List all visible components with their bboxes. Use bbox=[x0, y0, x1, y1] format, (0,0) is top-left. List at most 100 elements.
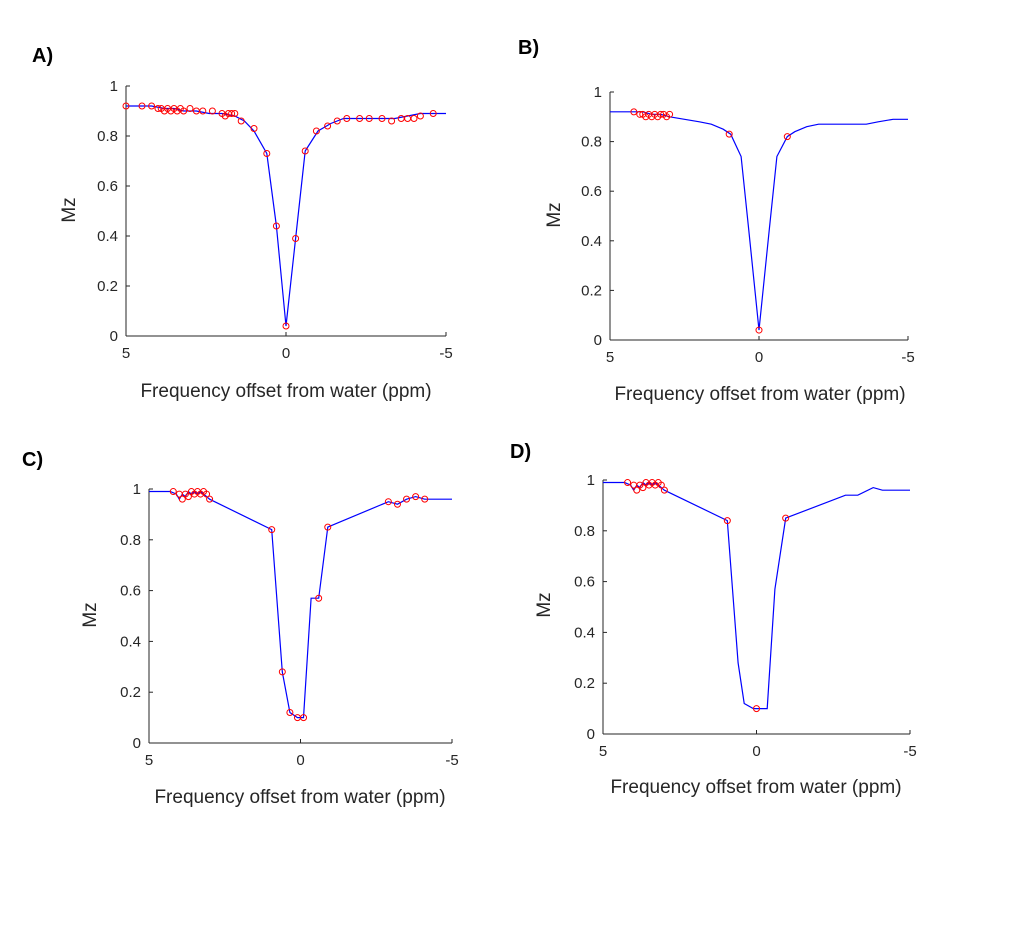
data-point bbox=[388, 117, 396, 125]
data-point bbox=[231, 110, 239, 117]
y-axis-label: Mz bbox=[534, 592, 555, 617]
x-tick-label: 5 bbox=[122, 345, 130, 362]
data-point bbox=[184, 493, 192, 501]
data-point bbox=[753, 705, 760, 713]
data-point bbox=[356, 115, 364, 122]
data-point bbox=[410, 115, 418, 122]
y-tick-label: 0.6 bbox=[120, 583, 141, 600]
panel-d: D) Frequency offset from water (ppm) Mz … bbox=[510, 441, 917, 798]
data-point bbox=[237, 117, 245, 125]
y-tick-label: 0.8 bbox=[574, 523, 595, 540]
data-point bbox=[148, 102, 156, 110]
data-point bbox=[421, 495, 429, 503]
fit-line bbox=[149, 490, 452, 719]
y-tick-label: 0.6 bbox=[581, 183, 602, 200]
data-point bbox=[782, 514, 790, 522]
data-point bbox=[199, 107, 207, 115]
y-tick-label: 0.4 bbox=[120, 633, 141, 650]
panel-b: B) Frequency offset from water (ppm) Mz … bbox=[518, 37, 915, 405]
data-point bbox=[657, 110, 665, 118]
y-axis-label: Mz bbox=[544, 202, 565, 227]
data-point bbox=[186, 105, 194, 112]
data-point bbox=[208, 107, 216, 115]
y-tick-label: 1 bbox=[133, 481, 141, 498]
data-point bbox=[429, 110, 437, 117]
x-tick-label: 0 bbox=[752, 743, 760, 760]
data-point bbox=[393, 500, 401, 508]
x-axis-label: Frequency offset from water (ppm) bbox=[140, 381, 431, 402]
data-point bbox=[783, 133, 791, 141]
y-tick-label: 0.8 bbox=[97, 128, 118, 145]
x-tick-label: 5 bbox=[606, 349, 614, 366]
data-point bbox=[154, 105, 162, 112]
y-tick-label: 0.2 bbox=[97, 278, 118, 295]
x-tick-label: -5 bbox=[901, 349, 914, 366]
x-axis-label: Frequency offset from water (ppm) bbox=[154, 787, 445, 808]
x-tick-label: 0 bbox=[755, 349, 763, 366]
data-point bbox=[378, 115, 386, 122]
data-point bbox=[315, 594, 323, 602]
data-point bbox=[292, 235, 300, 242]
y-tick-label: 1 bbox=[587, 472, 595, 489]
data-point bbox=[272, 222, 280, 230]
y-tick-label: 0.2 bbox=[581, 282, 602, 299]
y-tick-label: 0.6 bbox=[574, 574, 595, 591]
y-tick-label: 0.8 bbox=[120, 532, 141, 549]
panel-c: C) Frequency offset from water (ppm) Mz … bbox=[22, 449, 459, 808]
data-point bbox=[624, 479, 632, 487]
panel-label: A) bbox=[32, 45, 53, 67]
fit-line bbox=[610, 111, 908, 331]
y-tick-label: 0.8 bbox=[581, 134, 602, 151]
data-point bbox=[268, 526, 276, 534]
data-point bbox=[180, 107, 188, 115]
data-point bbox=[282, 322, 290, 330]
y-axis-label: Mz bbox=[80, 602, 101, 627]
x-tick-label: 5 bbox=[599, 743, 607, 760]
panel-a: A) Frequency offset from water (ppm) Mz … bbox=[32, 45, 453, 402]
data-point bbox=[178, 495, 186, 503]
data-point bbox=[657, 481, 665, 489]
y-tick-label: 0 bbox=[133, 735, 141, 752]
data-point bbox=[725, 130, 733, 138]
data-point bbox=[286, 709, 294, 717]
data-point bbox=[301, 147, 309, 155]
data-point bbox=[263, 150, 271, 157]
x-tick-label: -5 bbox=[445, 752, 458, 769]
y-tick-label: 0 bbox=[587, 726, 595, 743]
data-point bbox=[403, 495, 411, 503]
x-axis-label: Frequency offset from water (ppm) bbox=[610, 777, 901, 798]
data-point bbox=[723, 517, 731, 525]
panel-label: D) bbox=[510, 441, 531, 463]
data-point bbox=[639, 484, 647, 492]
fit-line bbox=[603, 481, 910, 710]
fit-line bbox=[126, 105, 446, 327]
y-tick-label: 1 bbox=[110, 78, 118, 95]
data-point bbox=[312, 127, 320, 135]
data-point bbox=[412, 493, 420, 501]
y-tick-label: 0.6 bbox=[97, 178, 118, 195]
data-point bbox=[324, 523, 332, 531]
data-point bbox=[122, 102, 130, 110]
data-point bbox=[630, 108, 638, 116]
data-point bbox=[206, 495, 214, 503]
x-axis-label: Frequency offset from water (ppm) bbox=[614, 384, 905, 405]
panel-label: B) bbox=[518, 37, 539, 59]
x-tick-label: 0 bbox=[282, 345, 290, 362]
data-point bbox=[324, 122, 332, 130]
data-point bbox=[416, 112, 424, 120]
y-tick-label: 0 bbox=[110, 328, 118, 345]
data-point bbox=[633, 486, 641, 494]
x-tick-label: -5 bbox=[439, 345, 452, 362]
data-point bbox=[333, 117, 341, 125]
panel-label: C) bbox=[22, 449, 43, 471]
data-point bbox=[138, 102, 146, 110]
y-tick-label: 0.2 bbox=[120, 684, 141, 701]
data-point bbox=[384, 498, 392, 506]
y-tick-label: 0 bbox=[594, 332, 602, 349]
y-tick-label: 0.2 bbox=[574, 675, 595, 692]
x-tick-label: 0 bbox=[296, 752, 304, 769]
data-point bbox=[666, 110, 674, 118]
data-point bbox=[660, 486, 668, 494]
y-tick-label: 1 bbox=[594, 84, 602, 101]
data-point bbox=[250, 125, 258, 132]
